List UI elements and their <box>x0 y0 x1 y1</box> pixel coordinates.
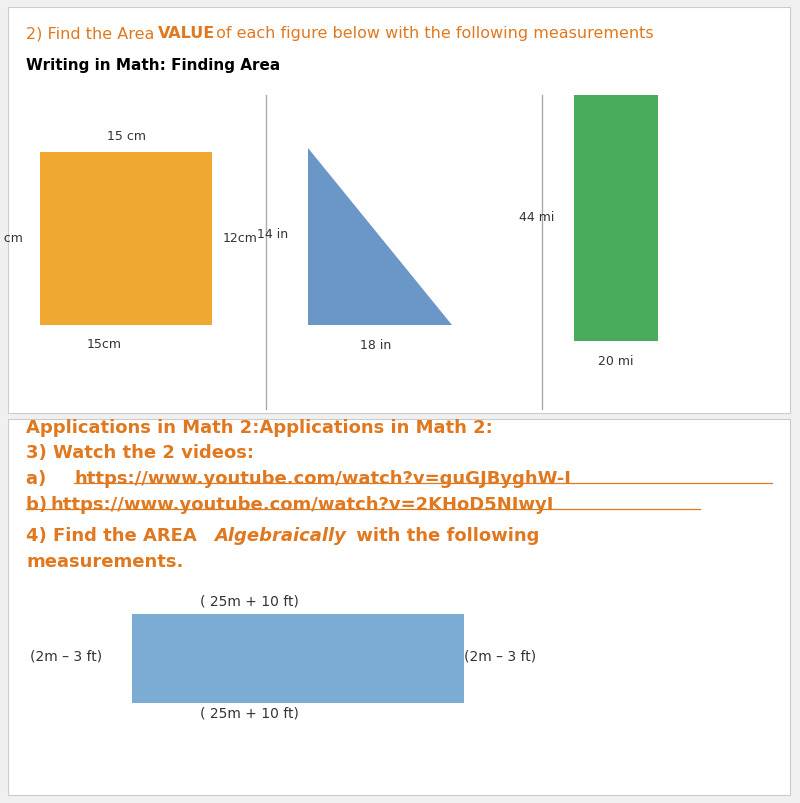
Text: ( 25m + 10 ft): ( 25m + 10 ft) <box>200 593 299 608</box>
Text: 18 in: 18 in <box>360 339 392 352</box>
Text: (2m – 3 ft): (2m – 3 ft) <box>30 649 102 663</box>
Text: measurements.: measurements. <box>26 552 184 570</box>
Bar <box>574 96 658 341</box>
FancyBboxPatch shape <box>8 8 790 414</box>
Bar <box>40 153 212 325</box>
Text: 44 mi: 44 mi <box>519 210 554 223</box>
Text: 15cm: 15cm <box>86 337 122 350</box>
Text: of each figure below with the following measurements: of each figure below with the following … <box>211 26 654 41</box>
Text: Applications in Math 2:Applications in Math 2:: Applications in Math 2:Applications in M… <box>26 418 493 436</box>
Text: 3) Watch the 2 videos:: 3) Watch the 2 videos: <box>26 444 254 462</box>
Text: https://www.youtube.com/watch?v=2KHoD5NIwyI: https://www.youtube.com/watch?v=2KHoD5NI… <box>50 495 554 513</box>
Text: 12 cm: 12 cm <box>0 232 22 245</box>
Text: ( 25m + 10 ft): ( 25m + 10 ft) <box>200 706 299 720</box>
Polygon shape <box>308 149 452 325</box>
Text: Algebraically: Algebraically <box>214 527 346 544</box>
Text: 20 mi: 20 mi <box>598 355 634 368</box>
FancyBboxPatch shape <box>8 419 790 795</box>
Text: a): a) <box>26 470 72 487</box>
Text: Writing in Math: Finding Area: Writing in Math: Finding Area <box>26 59 281 73</box>
Text: (2m – 3 ft): (2m – 3 ft) <box>464 649 536 663</box>
Text: b): b) <box>26 495 54 513</box>
Text: 14 in: 14 in <box>257 228 288 241</box>
Text: 2) Find the Area: 2) Find the Area <box>26 26 160 41</box>
Text: 15 cm: 15 cm <box>107 130 146 143</box>
Bar <box>132 614 464 703</box>
Text: with the following: with the following <box>350 527 539 544</box>
Text: https://www.youtube.com/watch?v=guGJByghW-I: https://www.youtube.com/watch?v=guGJBygh… <box>74 470 571 487</box>
Text: VALUE: VALUE <box>158 26 216 41</box>
Text: 4) Find the AREA: 4) Find the AREA <box>26 527 203 544</box>
Text: 12cm: 12cm <box>222 232 258 245</box>
